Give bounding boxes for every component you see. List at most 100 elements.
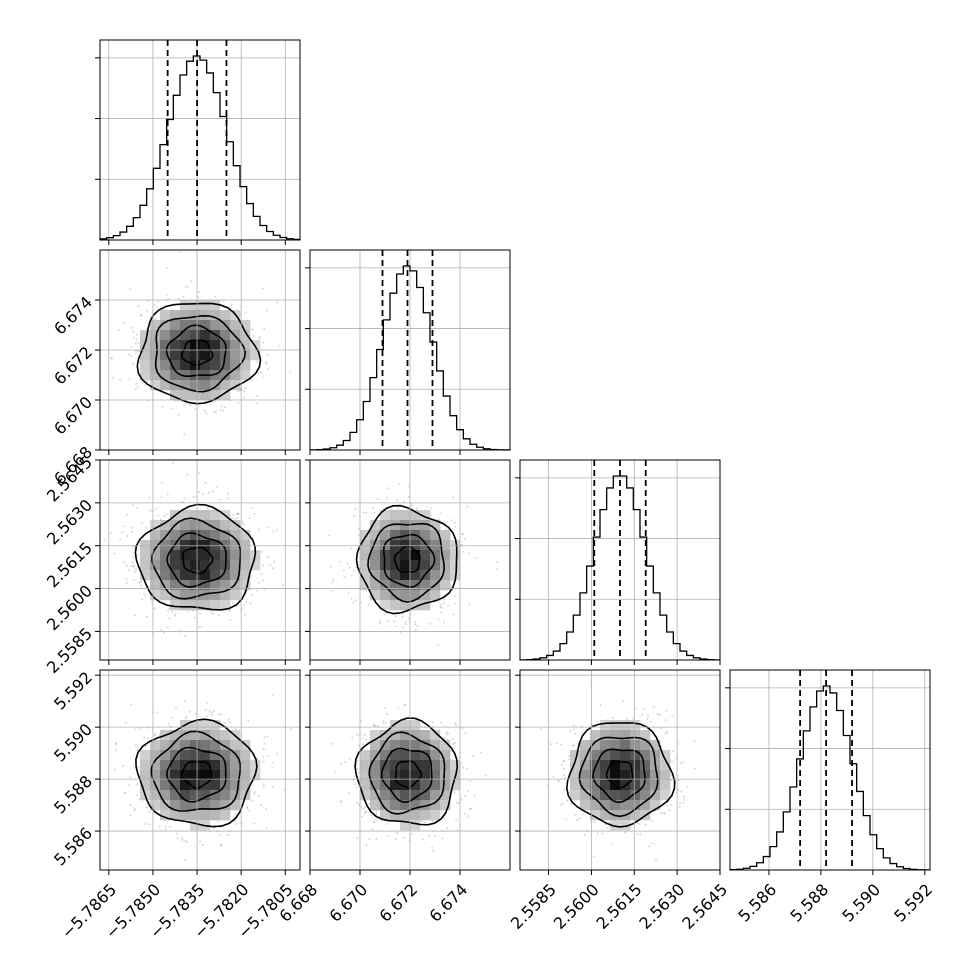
- density-cell: [430, 530, 441, 541]
- scatter-point: [136, 333, 139, 336]
- scatter-point: [118, 328, 121, 331]
- scatter-point: [132, 555, 135, 558]
- density-cell: [160, 320, 171, 331]
- scatter-point: [136, 507, 139, 510]
- density-cell: [140, 330, 151, 341]
- density-cell: [450, 540, 461, 551]
- density-cell: [240, 330, 251, 341]
- scatter-point: [229, 721, 232, 724]
- scatter-point: [352, 601, 355, 604]
- density-cell: [400, 540, 411, 551]
- scatter-point: [267, 755, 270, 758]
- scatter-point: [113, 768, 116, 771]
- scatter-point: [365, 590, 368, 593]
- x-tick-label-param-2: 6.672: [375, 880, 421, 926]
- scatter-point: [329, 565, 332, 568]
- scatter-point: [369, 814, 372, 817]
- scatter-point: [190, 280, 193, 283]
- density-cell: [620, 790, 631, 801]
- scatter-point: [223, 406, 226, 409]
- density-cell: [620, 720, 631, 731]
- scatter-point: [171, 462, 174, 465]
- scatter-point: [686, 786, 689, 789]
- scatter-point: [217, 820, 220, 823]
- scatter-point: [248, 809, 251, 812]
- scatter-point: [375, 812, 378, 815]
- density-cell: [140, 760, 151, 771]
- density-cell: [370, 740, 381, 751]
- scatter-point: [378, 622, 381, 625]
- density-cell: [200, 380, 211, 391]
- scatter-point: [420, 820, 423, 823]
- scatter-point: [681, 761, 684, 764]
- density-cell: [620, 770, 631, 781]
- density-cell: [150, 530, 161, 541]
- density-cell: [630, 740, 641, 751]
- density-cell: [150, 330, 161, 341]
- contour-level-3: [154, 314, 247, 393]
- scatter-point: [663, 812, 666, 815]
- scatter-point: [362, 511, 365, 514]
- scatter-point: [383, 613, 386, 616]
- scatter-point: [134, 342, 137, 345]
- density-cell: [240, 550, 251, 561]
- scatter-point: [460, 762, 463, 765]
- scatter-point: [229, 619, 232, 622]
- scatter-point: [184, 285, 187, 288]
- density-cell: [210, 760, 221, 771]
- density-cell: [360, 770, 371, 781]
- scatter-point: [236, 513, 239, 516]
- scatter-point: [353, 514, 356, 517]
- density-cell: [660, 790, 671, 801]
- scatter-point: [145, 526, 148, 529]
- x-tick-label-param-4: 5.592: [890, 880, 936, 926]
- scatter-point: [681, 801, 684, 804]
- scatter-point: [265, 808, 268, 811]
- density-cell: [170, 580, 181, 591]
- scatter-point: [257, 581, 260, 584]
- scatter-point: [125, 578, 128, 581]
- density-cell: [190, 810, 201, 821]
- scatter-point: [266, 368, 269, 371]
- density-cell: [390, 720, 401, 731]
- scatter-point: [346, 562, 349, 565]
- density-cell: [400, 790, 411, 801]
- density-cell: [160, 810, 171, 821]
- scatter-point: [231, 517, 234, 520]
- scatter-point: [237, 390, 240, 393]
- density-cell: [410, 570, 421, 581]
- density-cell: [190, 740, 201, 751]
- density-cell: [410, 560, 421, 571]
- scatter-point: [374, 724, 377, 727]
- scatter-point: [148, 811, 151, 814]
- contour-level-3: [150, 730, 242, 812]
- density-cell: [660, 770, 671, 781]
- density-cell: [190, 390, 201, 401]
- scatter-point: [119, 378, 122, 381]
- scatter-point: [463, 813, 466, 816]
- scatter-point: [573, 728, 576, 731]
- density-cell: [160, 340, 171, 351]
- scatter-point: [387, 620, 390, 623]
- scatter-point: [134, 614, 137, 617]
- density-cell: [600, 750, 611, 761]
- scatter-point: [262, 747, 265, 750]
- density-cell: [180, 530, 191, 541]
- y-tick-label-param-2: 6.674: [50, 293, 96, 339]
- density-cell: [590, 750, 601, 761]
- density-cell: [380, 750, 391, 761]
- scatter-point: [451, 496, 454, 499]
- density-cell: [570, 750, 581, 761]
- scatter-point: [354, 508, 357, 511]
- density-cell: [210, 570, 221, 581]
- density-cell: [630, 730, 641, 741]
- scatter-point: [123, 321, 126, 324]
- scatter-point: [250, 379, 253, 382]
- density-cell: [220, 590, 231, 601]
- density-cell: [420, 560, 431, 571]
- scatter-point: [204, 409, 207, 412]
- density-panel-2-1: [95, 249, 301, 455]
- scatter-point: [141, 598, 144, 601]
- scatter-point: [468, 552, 471, 555]
- density-cell: [400, 780, 411, 791]
